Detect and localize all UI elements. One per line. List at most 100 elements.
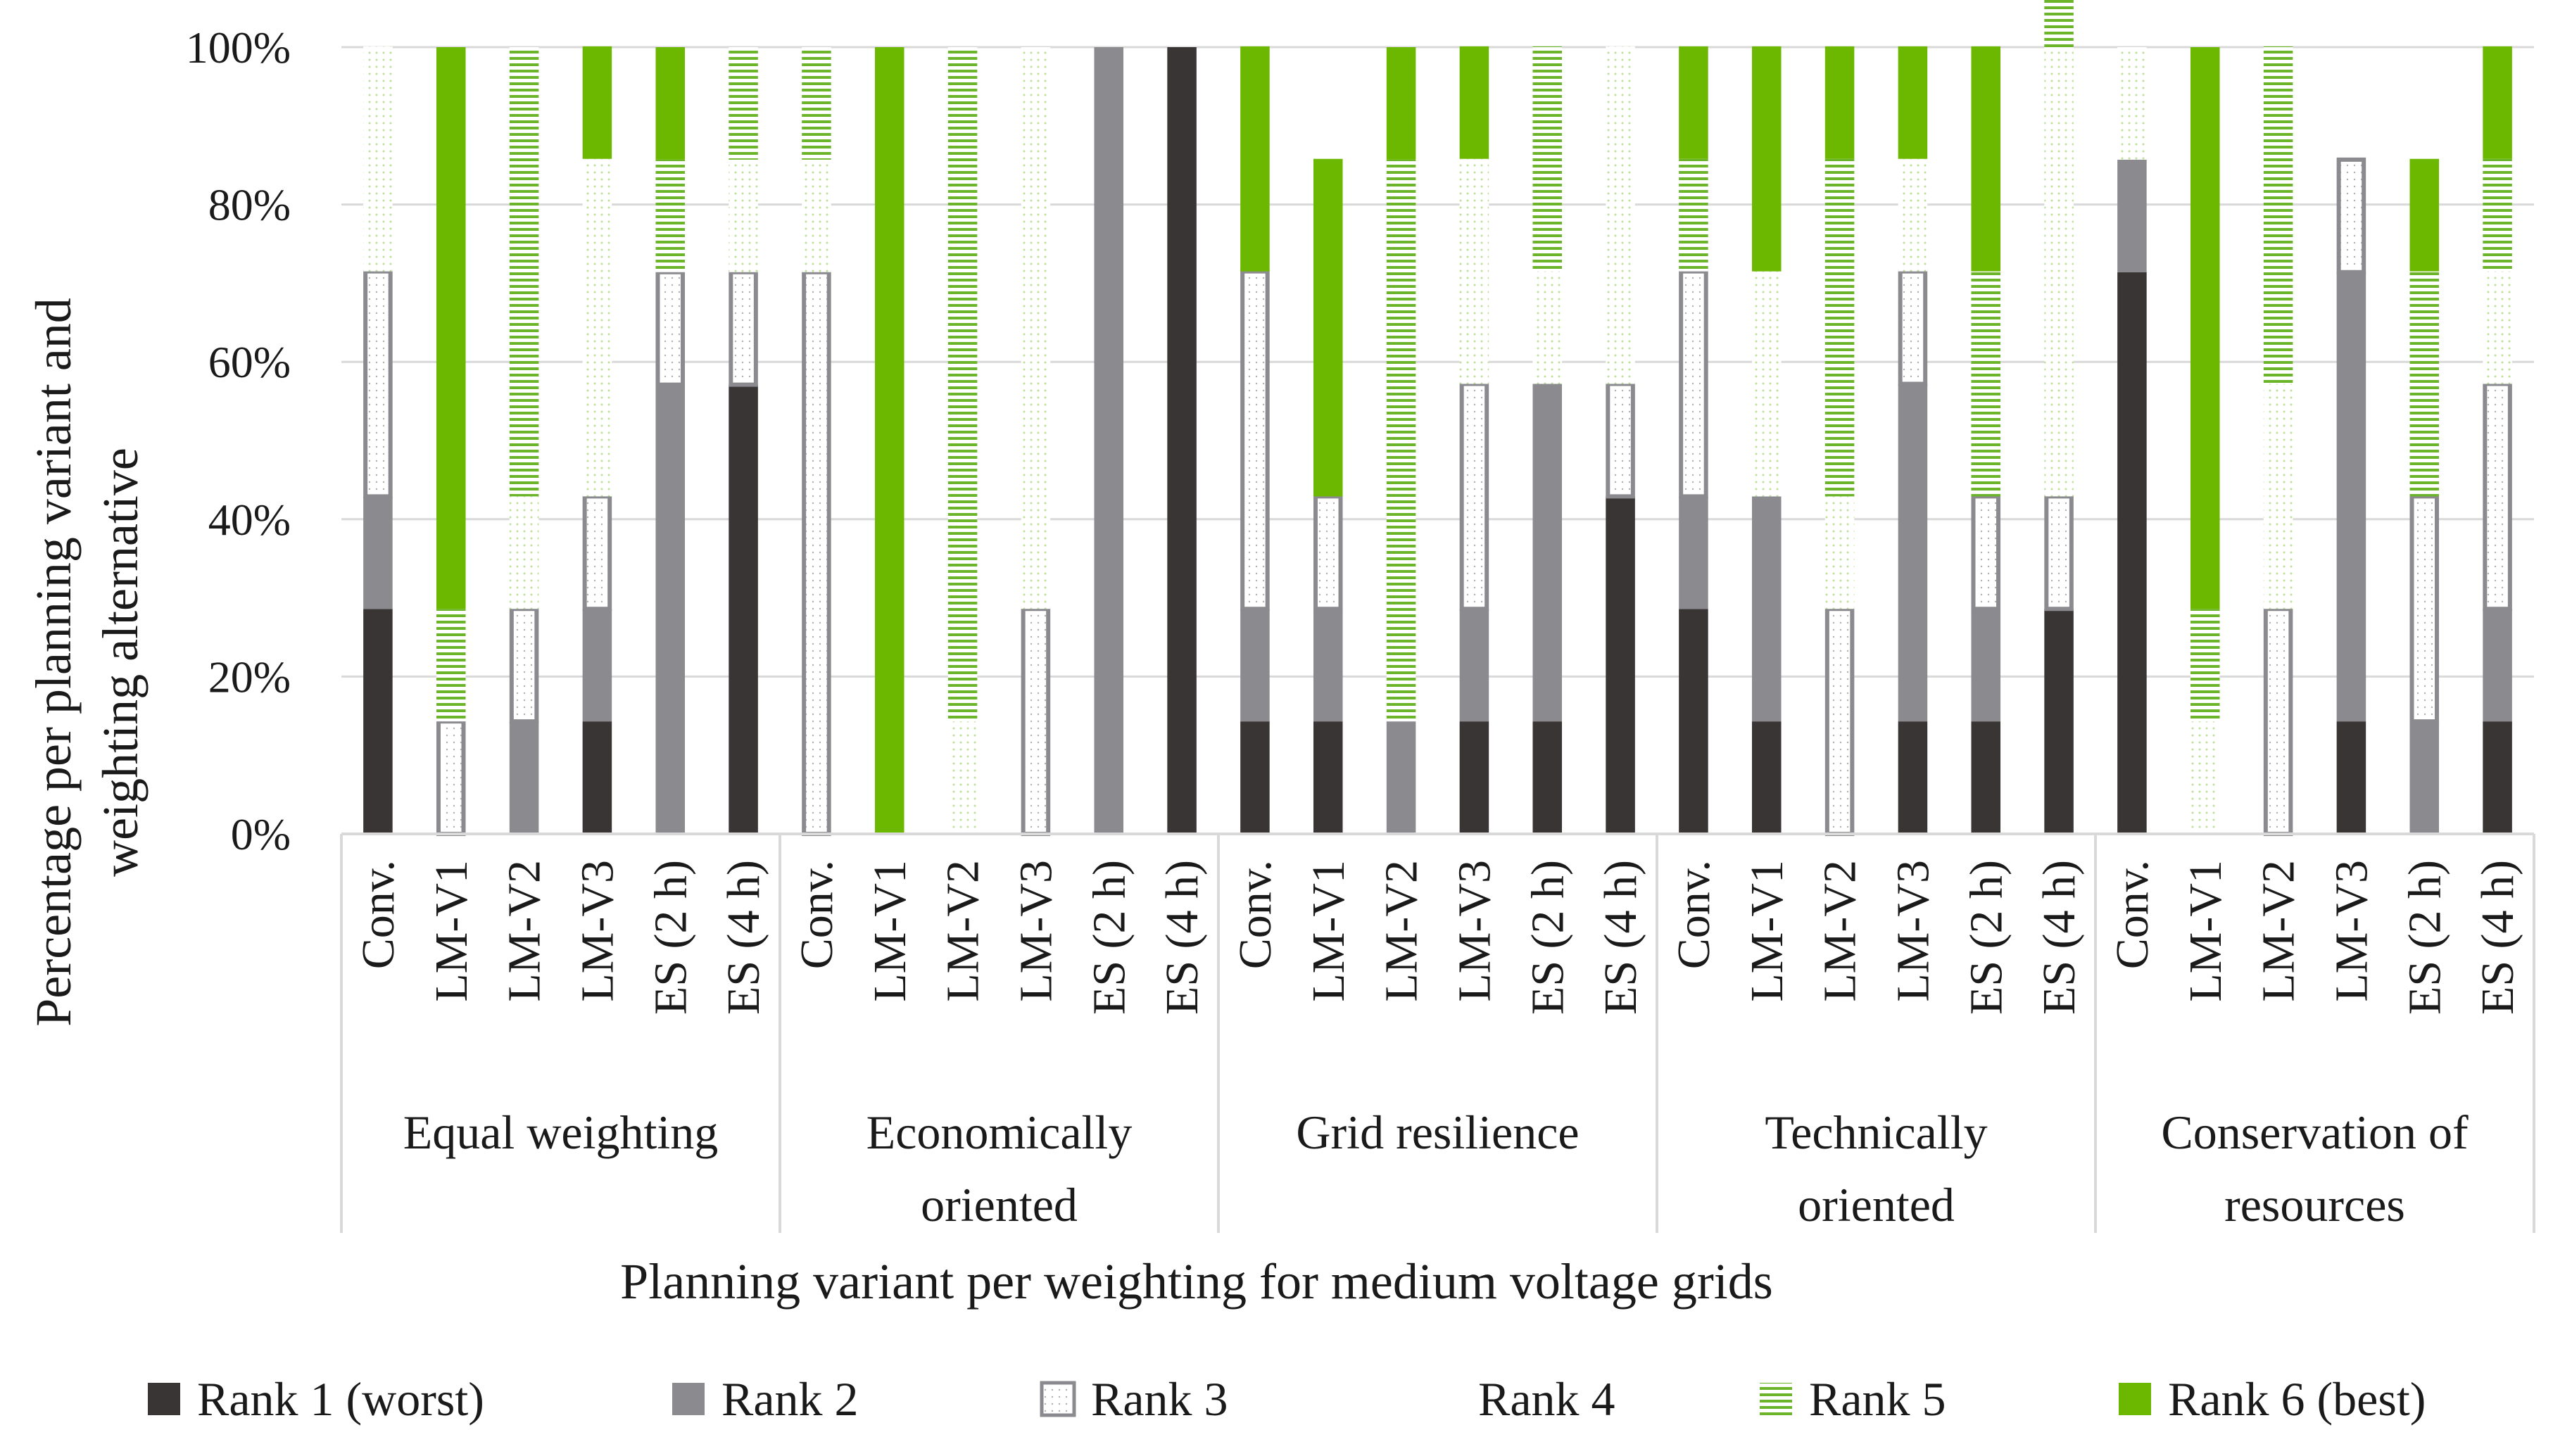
category-label: ES (2 h) xyxy=(1522,860,1573,1015)
bar-segment-rank-4 xyxy=(2190,721,2220,834)
y-tick-label: 0% xyxy=(231,809,291,859)
bar-segment-rank-3 xyxy=(363,269,393,499)
bar-segment-rank-2 xyxy=(1898,384,1928,722)
bar-segment-rank-4 xyxy=(2263,384,2293,609)
bar-segment-rank-2 xyxy=(1751,496,1782,722)
bar-segment-rank-3 xyxy=(1459,381,1489,612)
bar-segment-rank-2 xyxy=(1679,496,1708,609)
bar-segment-rank-4 xyxy=(2044,47,2074,497)
bar-segment-rank-6 xyxy=(2190,47,2220,609)
bar-segment-rank-3 xyxy=(436,719,466,836)
bar-segment-rank-5 xyxy=(1532,46,1563,272)
bar-segment-rank-2 xyxy=(1313,609,1343,722)
category-label: LM-V3 xyxy=(1887,860,1939,1002)
bar-segment-rank-5 xyxy=(2190,609,2220,722)
legend-swatch-rank-6 xyxy=(2119,1383,2151,1415)
bar-segment-rank-2 xyxy=(2409,721,2440,834)
category-label: ES (4 h) xyxy=(1595,860,1646,1015)
bar-segment-rank-3 xyxy=(1824,607,1855,836)
bar-segment-rank-3 xyxy=(2336,157,2366,274)
group-label: Conservation of xyxy=(2161,1106,2469,1159)
y-tick-label: 100% xyxy=(186,23,291,72)
bar-segment-rank-1 xyxy=(1679,609,1708,834)
bar-segment-rank-4 xyxy=(1751,271,1782,497)
bar-segment-rank-6 xyxy=(2483,46,2512,159)
bar-segment-rank-6 xyxy=(874,47,904,834)
bar-segment-rank-3 xyxy=(2263,607,2293,836)
bar-segment-rank-1 xyxy=(1971,721,2001,834)
bar-segment-rank-2 xyxy=(655,384,686,834)
y-axis-title-line: Percentage per planning variant and xyxy=(25,298,82,1027)
bar-segment-rank-6 xyxy=(1459,46,1489,159)
legend: Rank 1 (worst) Rank 2 Rank 3 Rank 4 Rank 5 Ra… xyxy=(148,1372,2426,1426)
bar-segment-rank-4 xyxy=(802,159,831,272)
bar-segment-rank-1 xyxy=(2336,721,2366,834)
category-label: LM-V3 xyxy=(1449,860,1500,1002)
bar-segment-rank-3 xyxy=(2483,381,2512,612)
category-label: ES (4 h) xyxy=(2034,860,2085,1015)
bar-segment-rank-5 xyxy=(1971,271,2001,497)
bar-segment-rank-3 xyxy=(1606,381,1635,499)
group-label: oriented xyxy=(1798,1178,1955,1232)
bar-segment-rank-1 xyxy=(2044,609,2074,834)
category-label: Conv. xyxy=(1230,860,1281,969)
bar-segment-rank-3 xyxy=(729,270,758,387)
bar-segment-rank-5 xyxy=(655,159,686,272)
y-tick-label: 80% xyxy=(208,180,291,230)
bar-segment-rank-6 xyxy=(2409,158,2440,272)
bars xyxy=(363,0,2512,836)
bar-segment-rank-4 xyxy=(2117,47,2147,160)
bar-segment-rank-4 xyxy=(363,46,393,272)
legend-swatch-rank-5 xyxy=(1760,1383,1792,1415)
category-label: Conv. xyxy=(791,860,843,969)
bar-segment-rank-1 xyxy=(1459,721,1489,834)
bar-segment-rank-1 xyxy=(1313,721,1343,834)
group-label: Technically xyxy=(1765,1106,1987,1159)
legend-label: Rank 4 xyxy=(1478,1372,1615,1426)
y-axis-title: Percentage per planning variant and weigh… xyxy=(25,298,149,1027)
bar-segment-rank-2 xyxy=(2483,609,2512,722)
bar-segment-rank-4 xyxy=(2483,271,2512,384)
category-label: ES (4 h) xyxy=(718,860,769,1015)
bar-segment-rank-3 xyxy=(1021,607,1051,836)
category-label: LM-V3 xyxy=(1010,860,1061,1002)
bar-segment-rank-3 xyxy=(2044,494,2074,612)
bar-segment-rank-2 xyxy=(582,609,612,722)
category-label: LM-V2 xyxy=(2253,860,2305,1002)
group-labels: Equal weighting Economically oriented Grid … xyxy=(403,1106,2469,1232)
bar-segment-rank-4 xyxy=(729,159,758,272)
category-label: ES (2 h) xyxy=(1960,860,2012,1015)
bar-segment-rank-5 xyxy=(436,609,466,722)
bar-segment-rank-2 xyxy=(1094,47,1124,834)
legend-swatch-rank-3 xyxy=(1040,1381,1076,1417)
legend-label: Rank 2 xyxy=(721,1372,859,1426)
bar-segment-rank-2 xyxy=(1971,609,2001,722)
group-label: Grid resilience xyxy=(1296,1106,1579,1159)
category-label: LM-V1 xyxy=(1741,860,1793,1002)
bar-segment-rank-3 xyxy=(655,270,686,387)
bar-segment-rank-5 xyxy=(2483,158,2512,272)
bar-segment-rank-3 xyxy=(1971,494,2001,612)
bar-segment-rank-1 xyxy=(2117,272,2147,834)
category-label: ES (4 h) xyxy=(1156,860,1208,1015)
bar-segment-rank-5 xyxy=(1679,158,1708,272)
group-label: Economically xyxy=(866,1106,1133,1159)
bar-segment-rank-2 xyxy=(2336,272,2366,722)
y-tick-label: 20% xyxy=(208,652,291,702)
bar-segment-rank-1 xyxy=(1532,721,1563,834)
bar-segment-rank-5 xyxy=(2263,46,2293,384)
category-label: LM-V2 xyxy=(1376,860,1427,1002)
category-label: LM-V1 xyxy=(864,860,916,1002)
bar-segment-rank-6 xyxy=(1240,46,1270,272)
bar-segment-rank-5 xyxy=(947,47,978,722)
bar-segment-rank-4 xyxy=(1459,158,1489,384)
legend-label: Rank 1 (worst) xyxy=(197,1372,484,1426)
bar-segment-rank-2 xyxy=(363,496,393,609)
group-label: resources xyxy=(2224,1178,2405,1232)
axes xyxy=(340,833,2535,1233)
bar-segment-rank-5 xyxy=(729,47,758,160)
bar-segment-rank-5 xyxy=(1824,158,1855,497)
bar-segment-rank-2 xyxy=(1240,609,1270,722)
group-label: Equal weighting xyxy=(403,1106,719,1159)
bar-segment-rank-3 xyxy=(582,494,612,612)
